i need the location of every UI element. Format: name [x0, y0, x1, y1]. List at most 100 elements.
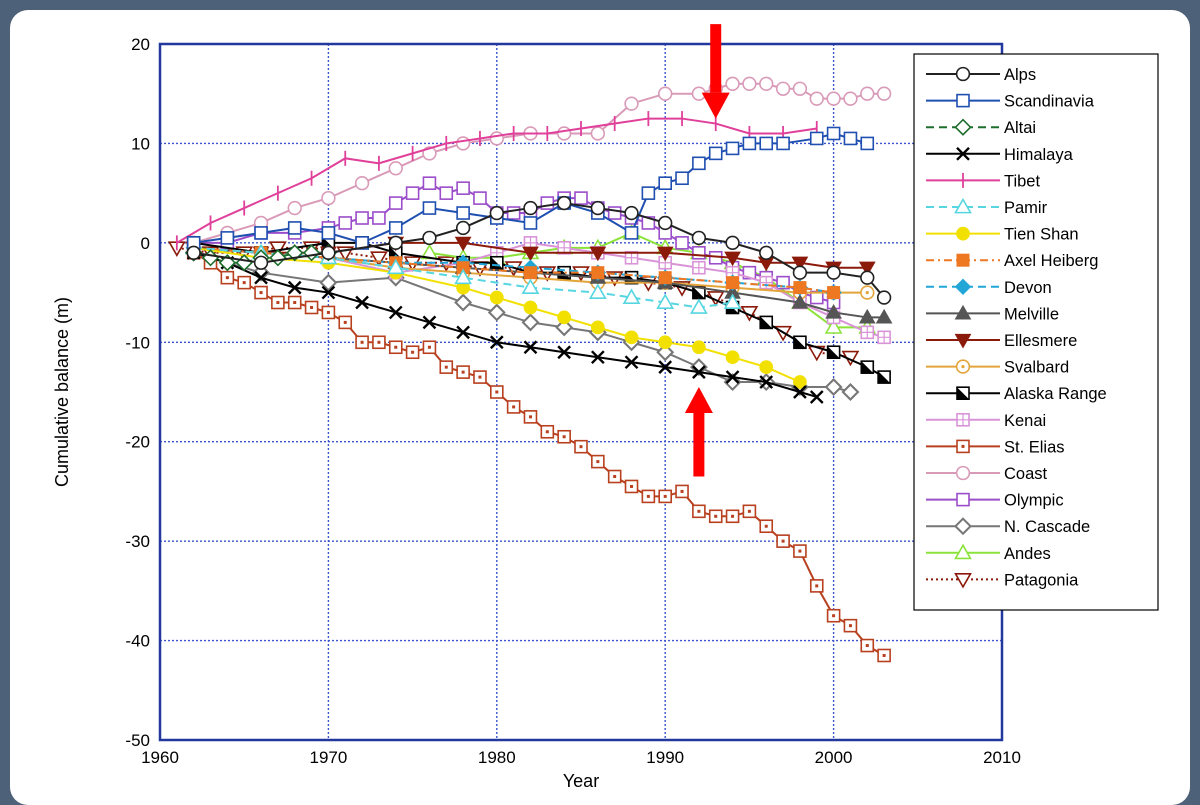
data-point: [591, 266, 605, 280]
data-point: [254, 226, 268, 240]
data-point-center: [663, 494, 667, 498]
data-point: [489, 335, 504, 350]
data-point: [321, 245, 336, 260]
chart-panel: 1960 1970 1980 1990 2000 2010 20 10 0 -10 -20 -30 -4…: [10, 10, 1190, 805]
data-point: [422, 201, 437, 215]
data-point: [858, 308, 876, 324]
legend-label: St. Elias: [1004, 438, 1065, 456]
data-point: [388, 305, 403, 320]
data-point: [692, 246, 706, 260]
data-point: [759, 136, 774, 151]
legend-label: Melville: [1004, 305, 1059, 323]
data-point: [624, 330, 639, 345]
data-point: [954, 333, 972, 349]
series-line: [176, 117, 817, 244]
data-point: [454, 236, 472, 252]
data-point-center: [427, 345, 431, 349]
legend-label: Olympic: [1004, 492, 1064, 510]
data-point: [388, 161, 403, 176]
data-point-center: [714, 514, 718, 518]
legend-item: Scandinavia: [926, 93, 1095, 111]
data-point: [791, 256, 809, 272]
data-point: [860, 86, 875, 101]
data-point: [954, 543, 972, 560]
legend-label: Svalbard: [1004, 359, 1069, 377]
legend-label: Coast: [1004, 465, 1048, 483]
data-point: [956, 93, 970, 108]
legend-item: Patagonia: [926, 571, 1079, 589]
data-point: [658, 215, 673, 231]
data-point: [456, 181, 470, 195]
data-point-cross: [861, 326, 874, 339]
plot-frame: [158, 42, 1004, 742]
legend-label: Andes: [1004, 545, 1051, 563]
data-point: [388, 221, 403, 235]
data-point: [355, 211, 369, 225]
data-point: [521, 313, 540, 332]
legend-item: Alps: [926, 66, 1036, 84]
data-point: [708, 146, 723, 161]
data-point-center: [882, 653, 886, 657]
data-point: [692, 340, 706, 355]
data-point-cross: [878, 331, 891, 344]
data-point: [692, 156, 706, 171]
series-st-elias: [186, 246, 891, 663]
data-point: [723, 293, 742, 309]
y-tick-label: -40: [125, 632, 150, 651]
data-point-center: [545, 430, 549, 434]
legend-item: Andes: [926, 543, 1051, 563]
y-tick-label: -50: [125, 731, 150, 750]
data-point: [726, 276, 740, 290]
data-point: [843, 91, 858, 106]
data-point-center: [343, 320, 347, 324]
legend-item: Axel Heiberg: [926, 252, 1098, 270]
data-point: [523, 266, 537, 280]
series-line: [193, 251, 885, 657]
data-point-fill: [861, 361, 874, 374]
data-point: [557, 345, 572, 360]
data-point: [656, 343, 675, 362]
legend-item: N. Cascade: [926, 517, 1090, 536]
data-point-center: [961, 444, 965, 448]
legend-label: Alaska Range: [1004, 385, 1107, 403]
data-point: [456, 325, 470, 340]
data-point: [956, 146, 970, 161]
legend: Alps Scandinavia Altai Himalaya Tibet Pamir Ti…: [913, 53, 1159, 611]
data-point-center: [377, 340, 381, 344]
data-point: [590, 126, 606, 141]
legend-item: Coast: [926, 465, 1048, 483]
data-point: [321, 285, 336, 300]
data-point-center: [764, 524, 768, 528]
data-point: [287, 221, 302, 235]
data-point: [656, 246, 674, 262]
data-point: [370, 251, 388, 267]
legend-label: Altai: [1004, 119, 1036, 137]
data-point: [253, 255, 269, 270]
data-point-cross: [692, 261, 705, 274]
data-point: [725, 235, 740, 251]
data-point-fill: [389, 246, 402, 259]
data-point: [724, 251, 741, 267]
series-line: [193, 251, 818, 398]
data-point: [826, 91, 841, 106]
data-point: [489, 290, 504, 305]
data-point: [675, 236, 689, 250]
data-point-center: [848, 624, 852, 628]
data-point: [956, 226, 970, 241]
data-point: [521, 278, 540, 295]
data-point: [658, 86, 673, 101]
data-point: [826, 265, 841, 280]
data-point: [675, 171, 689, 186]
data-point: [876, 86, 892, 101]
data-point: [954, 278, 972, 296]
data-point: [574, 191, 588, 205]
data-point: [557, 310, 572, 325]
data-point: [809, 390, 824, 404]
legend-label: Himalaya: [1004, 146, 1074, 164]
data-point: [824, 318, 843, 334]
data-point: [658, 335, 673, 350]
data-point: [876, 290, 892, 305]
series-layer: [167, 76, 893, 663]
legend-item: St. Elias: [926, 438, 1065, 456]
x-tick-label: 1970: [309, 748, 347, 767]
